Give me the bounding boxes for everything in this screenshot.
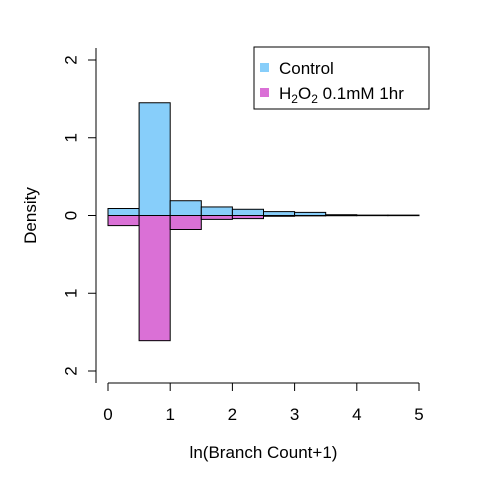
x-tick-label-2: 2 (228, 405, 237, 424)
x-tick-label-5: 5 (414, 405, 423, 424)
bar-h2o2-3 (200, 215, 233, 220)
legend-swatch-h2o2 (260, 88, 269, 97)
x-tick-label-1: 1 (165, 405, 174, 424)
y-tick-label-4: 2 (61, 366, 80, 375)
bar-h2o2-5 (263, 215, 296, 217)
legend: Control H2O2 0.1mM 1hr (253, 46, 430, 110)
x-tick-label-4: 4 (352, 405, 361, 424)
legend-swatch-control (260, 63, 269, 72)
x-tick-label-0: 0 (103, 405, 112, 424)
legend-label-control: Control (279, 59, 334, 78)
bar-control-4 (231, 208, 264, 216)
y-tick-label-0: 2 (61, 55, 80, 64)
bar-control-2 (169, 200, 202, 216)
bar-control-1 (138, 102, 171, 216)
bar-control-3 (200, 206, 233, 216)
y-tick-label-2: 0 (61, 211, 80, 220)
bar-control-5 (263, 211, 296, 217)
bar-control-0 (107, 208, 140, 217)
y-tick-label-1: 1 (61, 133, 80, 142)
y-tick-label-3: 1 (61, 289, 80, 298)
bars-layer (107, 102, 420, 342)
bar-h2o2-2 (169, 215, 202, 230)
legend-box (253, 46, 430, 110)
bar-h2o2-1 (138, 215, 171, 342)
x-axis-label: ln(Branch Count+1) (190, 443, 338, 462)
legend-label-h2o2: H2O2 0.1mM 1hr (279, 84, 404, 106)
axes-layer: 0 1 2 3 4 5 2 1 0 1 2 (61, 48, 424, 424)
y-axis-label: Density (21, 187, 40, 244)
x-tick-label-3: 3 (290, 405, 299, 424)
bar-h2o2-4 (231, 215, 264, 220)
bar-h2o2-0 (107, 215, 140, 227)
